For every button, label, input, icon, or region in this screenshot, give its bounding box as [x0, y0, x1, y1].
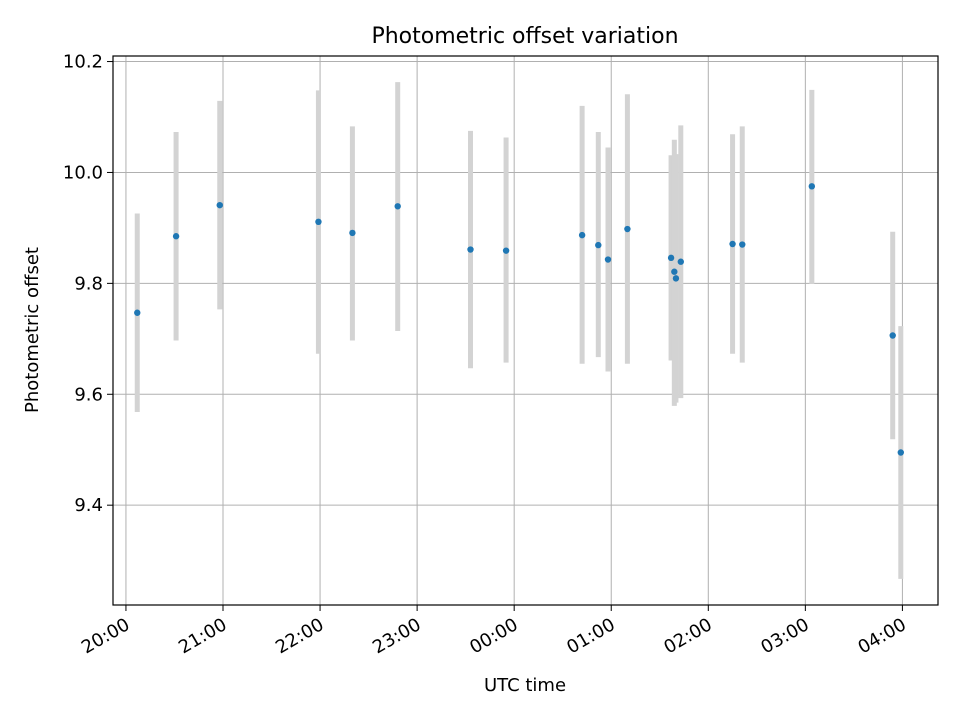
chart-title: Photometric offset variation	[371, 24, 678, 49]
x-axis-label: UTC time	[484, 675, 566, 696]
data-point	[897, 449, 904, 456]
x-tick-label: 20:00	[78, 614, 133, 658]
data-point	[739, 241, 746, 248]
x-tick-label: 21:00	[175, 614, 230, 658]
data-point	[467, 246, 474, 253]
data-point	[889, 332, 896, 339]
error-bars	[134, 82, 904, 579]
data-point	[502, 247, 510, 254]
x-tick-label: 04:00	[854, 614, 909, 658]
data-point	[315, 218, 322, 226]
y-tick-label: 10.2	[63, 52, 103, 73]
data-point	[672, 275, 680, 282]
x-tick-label: 00:00	[466, 614, 521, 658]
data-point	[604, 256, 612, 263]
x-tick-label: 23:00	[369, 614, 424, 658]
data-point	[134, 309, 141, 316]
y-tick-label: 9.8	[74, 273, 103, 294]
y-tick-label: 9.6	[74, 384, 103, 405]
y-tick-label: 10.0	[63, 162, 103, 183]
data-point	[172, 233, 180, 240]
grid	[113, 56, 938, 605]
x-tick-label: 03:00	[757, 614, 812, 658]
data-point	[729, 240, 736, 248]
y-axis-ticks: 9.4 9.6 9.8 10.0 10.2	[63, 52, 113, 516]
data-point	[595, 241, 602, 249]
plot-frame	[112, 55, 939, 606]
x-tick-label: 01:00	[563, 614, 618, 658]
x-axis-ticks: 20:00 21:00 22:00 23:00 00:00 01:00 02:00 03:00…	[78, 605, 910, 658]
x-tick-label: 02:00	[660, 614, 715, 658]
x-tick-label: 22:00	[272, 614, 327, 658]
data-point	[671, 268, 678, 275]
data-point	[216, 201, 223, 209]
data-points	[134, 183, 904, 456]
data-point	[667, 254, 675, 262]
data-point	[394, 203, 401, 210]
data-point	[677, 258, 684, 265]
data-point	[808, 183, 816, 190]
y-axis-label: Photometric offset	[22, 247, 43, 413]
data-point	[349, 229, 356, 237]
data-point	[624, 225, 631, 233]
data-point	[578, 231, 586, 239]
y-tick-label: 9.4	[74, 495, 103, 516]
